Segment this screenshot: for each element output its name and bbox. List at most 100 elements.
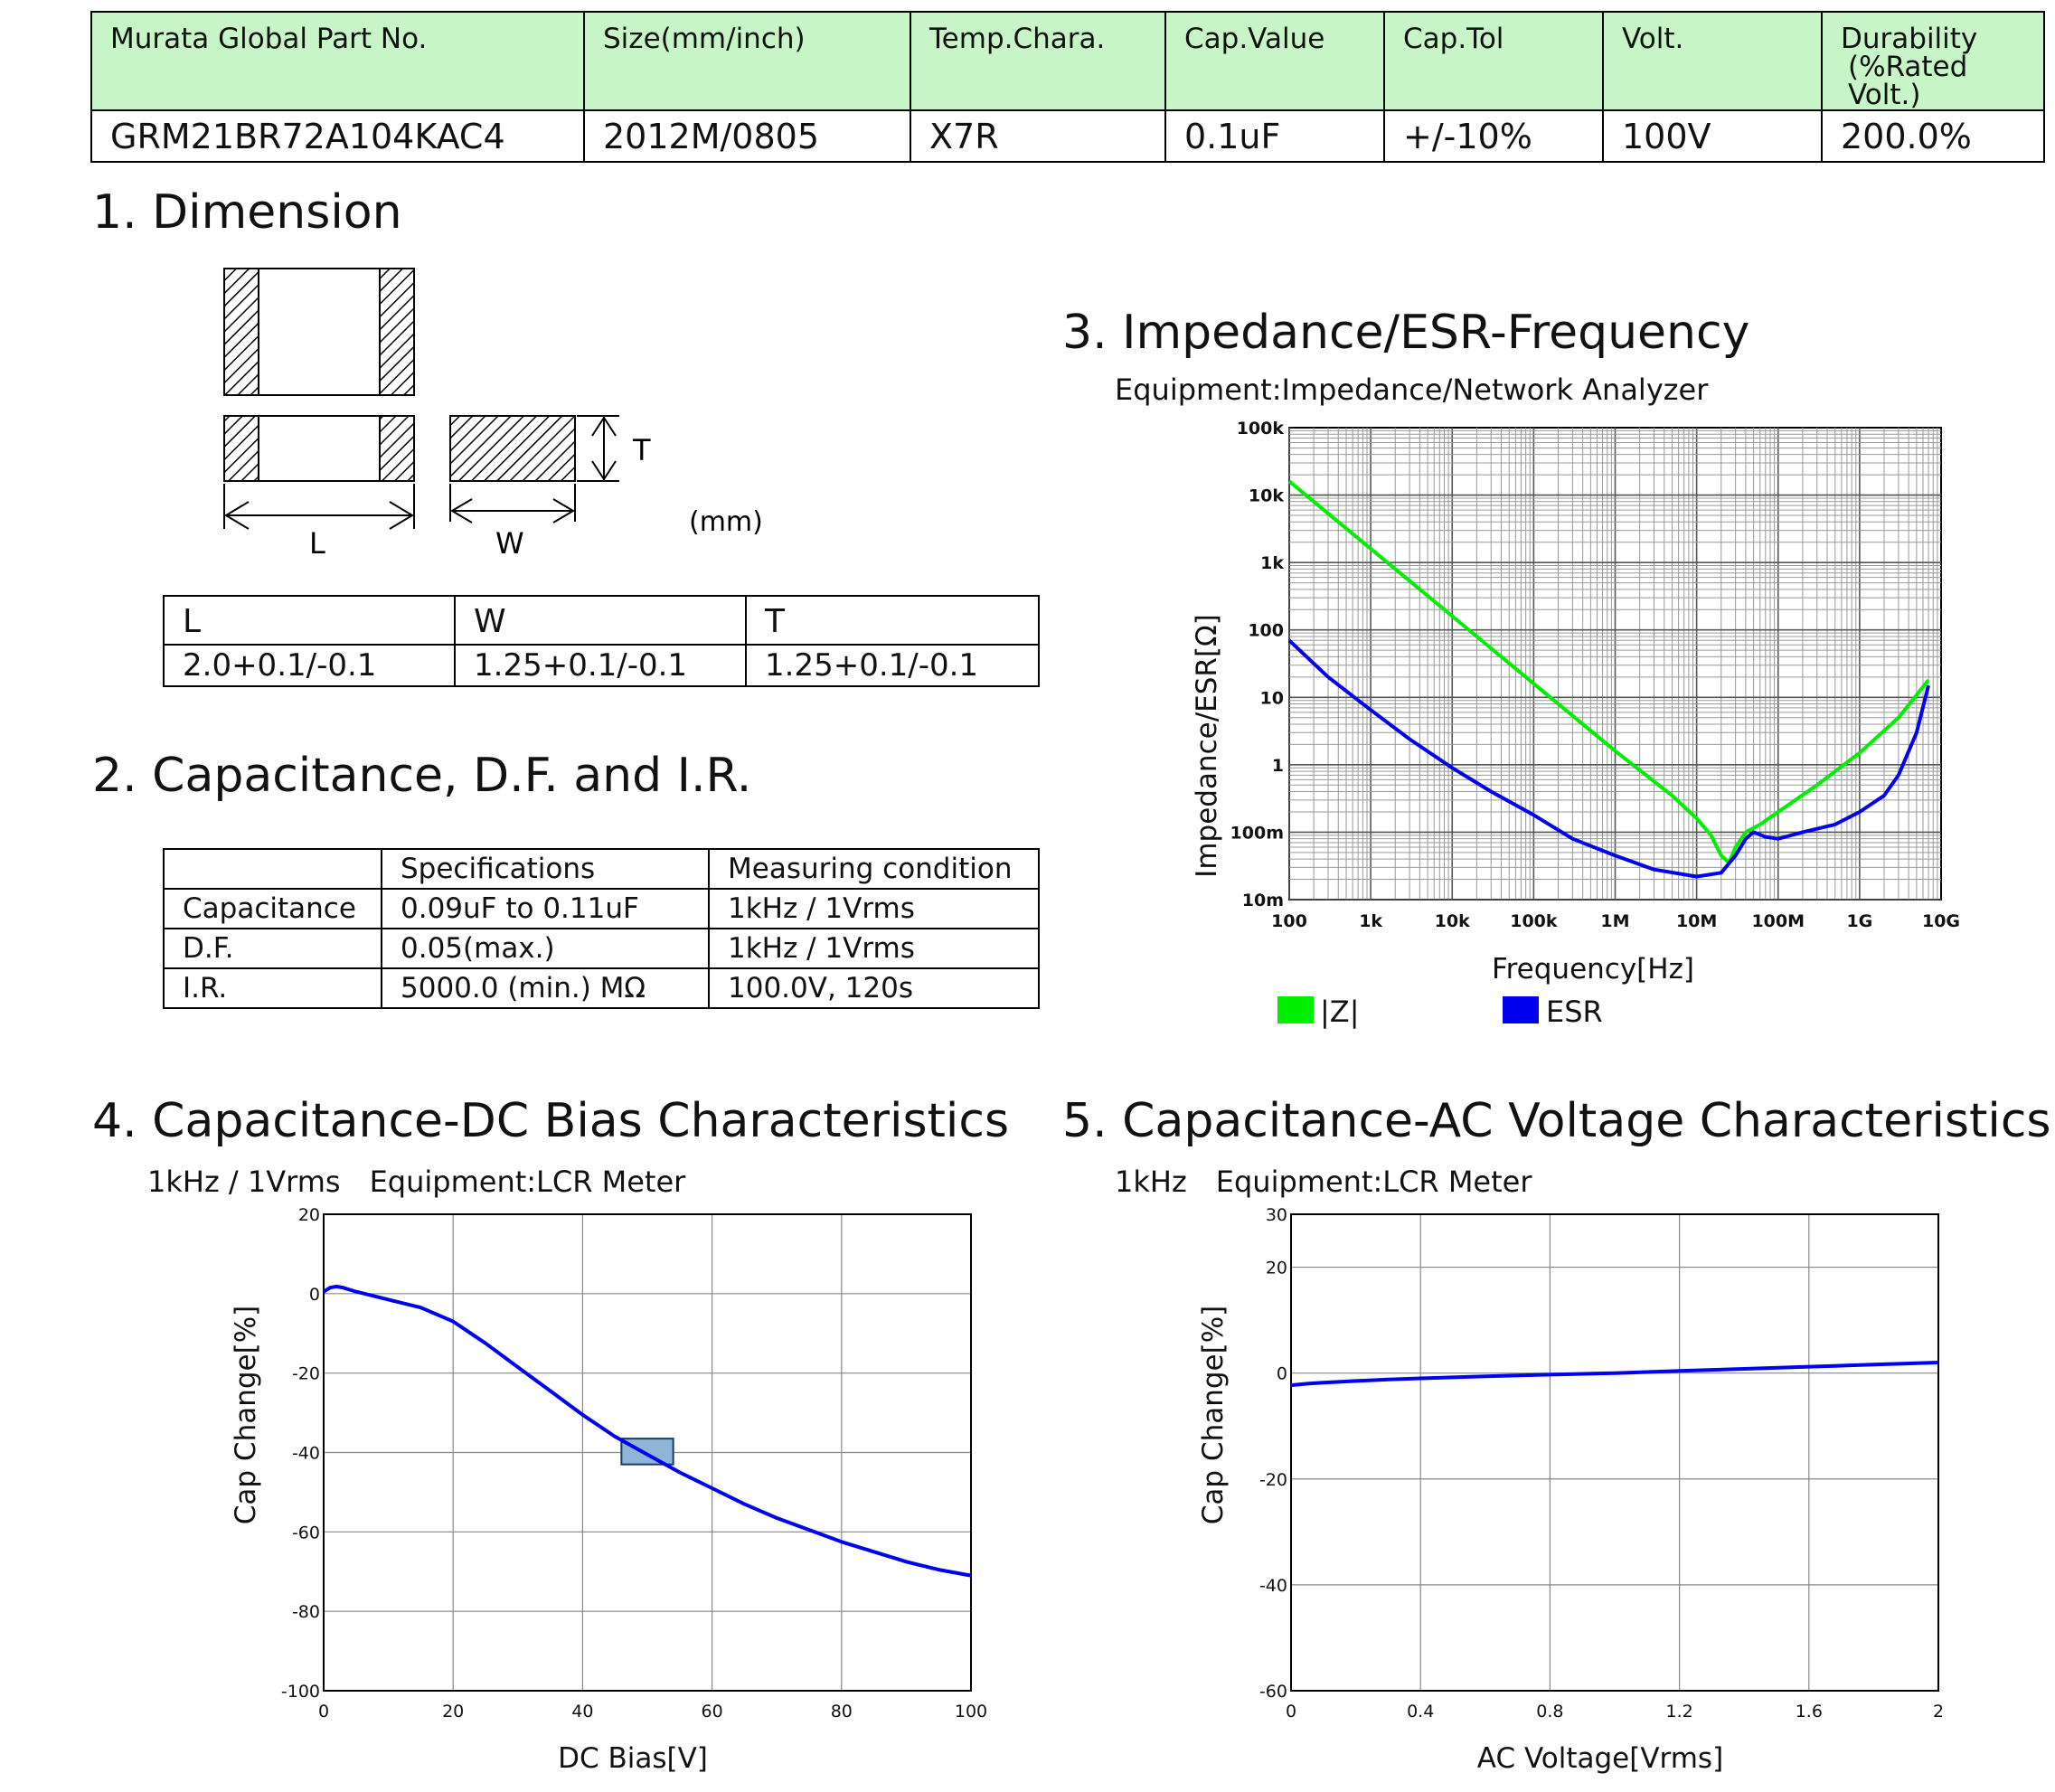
header-cap-value: Cap.Value: [1164, 11, 1385, 111]
spec-row-condition: 1kHz / 1Vrms: [708, 928, 1040, 969]
spec-header-specifications: Specifications: [381, 848, 710, 890]
section-title-dc-bias: 4. Capacitance-DC Bias Characteristics: [92, 1094, 1010, 1148]
section-title-impedance: 3. Impedance/ESR-Frequency: [1062, 306, 1750, 360]
spec-header-condition: Measuring condition: [708, 848, 1040, 890]
dim-label-w: W: [495, 526, 524, 561]
chip-side-view: [223, 415, 415, 482]
chip-top-view: [223, 268, 415, 396]
x-tick-label: 0: [318, 1702, 329, 1721]
x-tick-label: 40: [571, 1702, 593, 1721]
x-tick-label: 1G: [1846, 911, 1872, 931]
dim-value-l: 2.0+0.1/-0.1: [163, 644, 456, 687]
x-tick-label: 80: [831, 1702, 853, 1721]
impedance-y-label: Impedance/ESR[Ω]: [1191, 614, 1223, 878]
y-tick-label: -40: [292, 1444, 320, 1464]
y-tick-label: 0: [1277, 1364, 1287, 1384]
y-tick-label: -20: [1259, 1470, 1287, 1490]
part-number-table: Murata Global Part No. Size(mm/inch) Tem…: [90, 11, 2045, 163]
impedance-chart: 100 1k 10k 100k 1M 10M 100M 1G 10G 10m 100m 1 10 100 1…: [1191, 419, 1960, 986]
length-arrow: [223, 484, 415, 530]
spec-table: Specifications Measuring condition Capac…: [163, 848, 1040, 1009]
dim-label-t: T: [632, 433, 651, 467]
x-tick-label: 100M: [1751, 911, 1805, 931]
dim-unit-label: (mm): [689, 506, 763, 538]
ac-voltage-chart: 0 0.4 0.8 1.2 1.6 2 30 20 0 -20 -40 -60 Cap Change[…: [1197, 1205, 1944, 1775]
section-title-capacitance: 2. Capacitance, D.F. and I.R.: [92, 749, 752, 803]
spec-row-label: Capacitance: [163, 888, 382, 929]
y-tick-label: 10m: [1242, 891, 1284, 910]
section-title-dimension: 1. Dimension: [92, 185, 402, 240]
dim-label-l: L: [309, 526, 325, 561]
legend-swatch-esr: [1503, 996, 1539, 1023]
spec-row-value: 0.05(max.): [381, 928, 710, 969]
y-tick-label: -80: [292, 1602, 320, 1622]
dimension-table: L W T 2.0+0.1/-0.1 1.25+0.1/-0.1 1.25+0.…: [163, 595, 1040, 687]
impedance-x-label: Frequency[Hz]: [1492, 953, 1694, 986]
ac-voltage-y-label: Cap Change[%]: [1197, 1306, 1230, 1525]
legend-label-z: |Z|: [1320, 995, 1360, 1029]
spec-row-label: I.R.: [163, 967, 382, 1009]
dim-header-l: L: [163, 595, 456, 646]
header-volt: Volt.: [1602, 11, 1823, 111]
y-tick-label: 1k: [1260, 553, 1284, 573]
x-tick-label: 0.8: [1536, 1702, 1563, 1721]
width-arrow: [449, 484, 576, 523]
x-tick-label: 100k: [1510, 911, 1558, 931]
dc-bias-conditions: 1kHz / 1Vrms Equipment:LCR Meter: [147, 1165, 686, 1199]
y-tick-label: 100k: [1237, 419, 1285, 439]
spec-row-value: 5000.0 (min.) MΩ: [381, 967, 710, 1009]
spec-row-value: 0.09uF to 0.11uF: [381, 888, 710, 929]
y-tick-label: 10k: [1249, 486, 1284, 506]
y-tick-label: -60: [292, 1523, 320, 1542]
y-tick-label: 30: [1266, 1205, 1287, 1225]
y-tick-label: 20: [298, 1205, 320, 1225]
dim-value-w: 1.25+0.1/-0.1: [454, 644, 747, 687]
x-tick-label: 1M: [1600, 911, 1629, 931]
plot-border: [1290, 1213, 1939, 1692]
ac-voltage-x-label: AC Voltage[Vrms]: [1477, 1742, 1723, 1775]
legend-swatch-z: [1277, 996, 1314, 1023]
x-tick-label: 2: [1933, 1702, 1944, 1721]
plot-border: [323, 1213, 972, 1692]
dc-bias-y-label: Cap Change[%]: [230, 1306, 262, 1525]
header-durability: Durability (%Rated Volt.): [1821, 11, 2045, 111]
value-size: 2012M/0805: [583, 109, 911, 163]
x-tick-label: 100: [1271, 911, 1307, 931]
legend-label-esr: ESR: [1546, 995, 1603, 1029]
spec-row-condition: 100.0V, 120s: [708, 967, 1040, 1009]
value-temp-chara: X7R: [910, 109, 1166, 163]
dim-header-t: T: [745, 595, 1040, 646]
value-part-no: GRM21BR72A104KAC4: [90, 109, 585, 163]
chip-end-view: [449, 415, 576, 482]
table-row: Capacitance 0.09uF to 0.11uF 1kHz / 1Vrm…: [163, 888, 1040, 929]
dc-bias-x-label: DC Bias[V]: [558, 1742, 708, 1775]
header-durability-sub: (%Rated Volt.): [1848, 51, 1968, 111]
cap-change-line: [1290, 1361, 1939, 1388]
value-durability: 200.0%: [1821, 109, 2045, 163]
y-tick-label: -20: [292, 1364, 320, 1384]
table-row: I.R. 5000.0 (min.) MΩ 100.0V, 120s: [163, 967, 1040, 1009]
dc-bias-chart: 0 20 40 60 80 100 20 0 -20 -40 -60 -80 -100 Cap Chan…: [230, 1205, 987, 1775]
x-tick-label: 1k: [1359, 911, 1382, 931]
y-tick-label: -100: [281, 1682, 320, 1702]
cap-change-line: [322, 1284, 972, 1578]
x-tick-label: 0.4: [1407, 1702, 1434, 1721]
value-cap-tol: +/-10%: [1383, 109, 1604, 163]
header-durability-label: Durability: [1841, 23, 1978, 55]
y-tick-label: -60: [1259, 1682, 1287, 1702]
x-tick-label: 10G: [1922, 911, 1960, 931]
plot-area: [1290, 1213, 1939, 1692]
y-tick-label: 0: [309, 1285, 320, 1305]
dimension-drawing: L W T (mm): [223, 268, 763, 561]
x-tick-label: 0: [1286, 1702, 1296, 1721]
ac-voltage-conditions: 1kHz Equipment:LCR Meter: [1115, 1165, 1532, 1199]
impedance-equipment: Equipment:Impedance/Network Analyzer: [1115, 373, 1709, 407]
impedance-esr-line: [1287, 638, 1930, 879]
x-tick-label: 10k: [1435, 911, 1470, 931]
x-tick-label: 60: [702, 1702, 723, 1721]
value-cap-value: 0.1uF: [1164, 109, 1385, 163]
value-volt: 100V: [1602, 109, 1823, 163]
spec-header-blank: [163, 848, 382, 890]
header-temp-chara: Temp.Chara.: [910, 11, 1166, 111]
impedance-z-line: [1287, 479, 1930, 865]
